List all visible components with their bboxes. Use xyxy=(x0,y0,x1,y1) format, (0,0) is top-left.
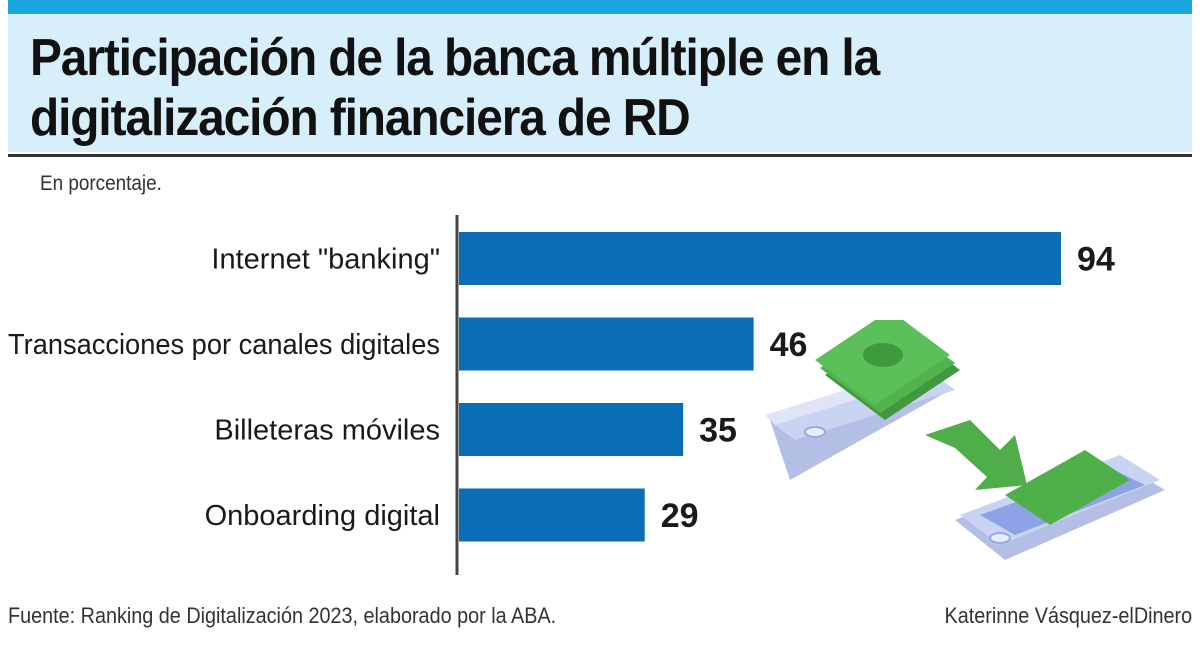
category-label: Billeteras móviles xyxy=(214,415,440,447)
category-label: Internet "banking" xyxy=(211,244,440,276)
bar xyxy=(459,403,684,456)
data-label: 35 xyxy=(699,412,737,450)
chart-title: Participación de la banca múltiple en la… xyxy=(30,29,880,147)
header-divider xyxy=(8,154,1192,157)
category-label: Transacciones por canales digitales xyxy=(8,329,440,361)
transfer-arrow-icon xyxy=(925,420,1027,490)
data-label: 29 xyxy=(661,497,699,535)
top-accent-bar xyxy=(8,0,1192,14)
money-stack-icon xyxy=(815,320,960,420)
data-label: 94 xyxy=(1077,241,1115,279)
phone-icon xyxy=(955,450,1165,560)
author-credit: Katerinne Vásquez-elDinero xyxy=(944,603,1192,628)
data-label: 46 xyxy=(770,326,808,364)
bar xyxy=(459,488,645,542)
title-panel: Participación de la banca múltiple en la… xyxy=(8,14,1192,152)
bar xyxy=(459,232,1061,285)
source-note: Fuente: Ranking de Digitalización 2023, … xyxy=(8,603,557,628)
bar-chart: Internet "banking" 94 Transacciones por ca… xyxy=(8,215,1115,575)
category-label: Onboarding digital xyxy=(205,500,440,532)
money-transfer-illustration xyxy=(765,320,1165,560)
bar xyxy=(459,317,754,371)
chart-unit-note: En porcentaje. xyxy=(40,172,162,195)
